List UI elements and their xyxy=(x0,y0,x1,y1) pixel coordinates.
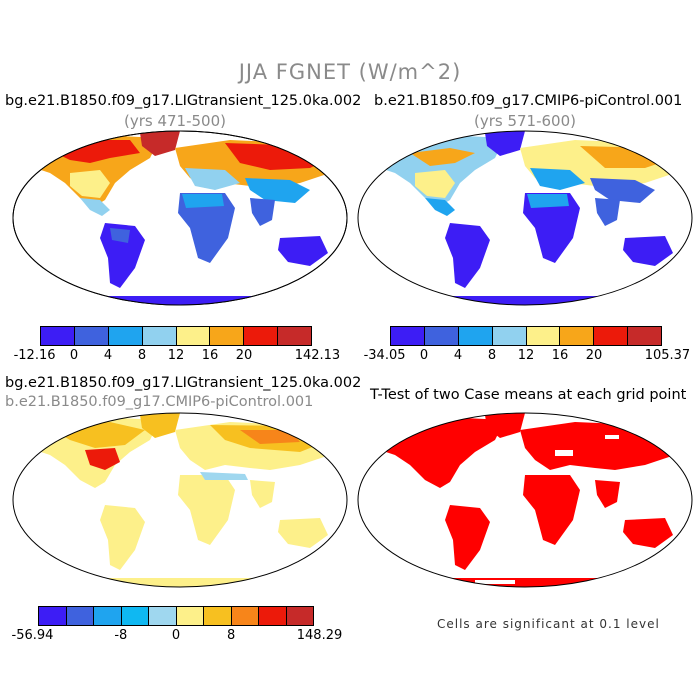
panel-2-subtitle: (yrs 571-600) xyxy=(473,112,576,130)
colorbar-swatch xyxy=(121,607,149,625)
colorbar-tick-label: 148.29 xyxy=(296,628,343,643)
figure-title: JJA FGNET (W/m^2) xyxy=(238,60,462,84)
colorbar-tick-label: -34.05 xyxy=(363,348,406,363)
colorbar-swatch xyxy=(66,607,94,625)
colorbar-swatch xyxy=(628,327,661,345)
colorbar-swatch xyxy=(594,327,629,345)
panel-3-subtitle: b.e21.B1850.f09_g17.CMIP6-piControl.001 xyxy=(5,394,314,410)
colorbar-tick-label: 12 xyxy=(517,348,535,363)
colorbar-swatch xyxy=(560,327,595,345)
colorbar-tick-label: 0 xyxy=(419,348,429,363)
colorbar-swatch xyxy=(176,327,211,345)
colorbar-tick-label: 4 xyxy=(453,348,463,363)
panel-2-colorbar xyxy=(390,326,662,346)
panel-2-title: b.e21.B1850.f09_g17.CMIP6-piControl.001 xyxy=(374,93,683,109)
colorbar-swatch xyxy=(41,327,75,345)
colorbar-swatch xyxy=(204,607,232,625)
colorbar-swatch xyxy=(142,327,177,345)
colorbar-swatch xyxy=(278,327,311,345)
colorbar-tick-label: 8 xyxy=(487,348,497,363)
panel-3-map xyxy=(12,412,348,588)
colorbar-tick-label: 0 xyxy=(69,348,79,363)
panel-3-title: bg.e21.B1850.f09_g17.LIGtransient_125.0k… xyxy=(5,375,362,391)
panel-2-map xyxy=(357,130,693,306)
colorbar-tick-label: -56.94 xyxy=(11,628,54,643)
panel-1-title: bg.e21.B1850.f09_g17.LIGtransient_125.0k… xyxy=(5,93,362,109)
colorbar-swatch xyxy=(231,607,259,625)
colorbar-swatch xyxy=(94,607,122,625)
colorbar-swatch xyxy=(526,327,561,345)
colorbar-tick-label: 8 xyxy=(227,628,236,643)
colorbar-swatch xyxy=(149,607,177,625)
panel-4-title: T-Test of two Case means at each grid po… xyxy=(370,387,687,403)
panel-1-map xyxy=(12,130,348,306)
colorbar-tick-label: 0 xyxy=(171,628,181,643)
colorbar-tick-label: 12 xyxy=(167,348,185,363)
colorbar-swatch xyxy=(286,607,313,625)
colorbar-tick-label: 105.37 xyxy=(644,348,691,363)
colorbar-swatch xyxy=(391,327,425,345)
colorbar-swatch xyxy=(176,607,204,625)
colorbar-tick-label: 16 xyxy=(201,348,219,363)
colorbar-swatch xyxy=(424,327,459,345)
colorbar-swatch xyxy=(39,607,67,625)
colorbar-swatch xyxy=(210,327,245,345)
colorbar-tick-label: 20 xyxy=(235,348,253,363)
panel-1-colorbar xyxy=(40,326,312,346)
colorbar-tick-label: -8 xyxy=(114,628,128,643)
panel-3-colorbar xyxy=(38,606,314,626)
colorbar-tick-label: 20 xyxy=(585,348,603,363)
colorbar-tick-label: 142.13 xyxy=(294,348,341,363)
significance-note: Cells are significant at 0.1 level xyxy=(437,617,660,631)
colorbar-swatch xyxy=(492,327,527,345)
colorbar-swatch xyxy=(108,327,143,345)
panel-4-map xyxy=(357,412,693,588)
colorbar-tick-label: -12.16 xyxy=(13,348,56,363)
colorbar-swatch xyxy=(244,327,279,345)
colorbar-tick-label: 16 xyxy=(551,348,569,363)
colorbar-swatch xyxy=(458,327,493,345)
colorbar-tick-label: 8 xyxy=(137,348,147,363)
colorbar-tick-label: 4 xyxy=(103,348,113,363)
panel-1-subtitle: (yrs 471-500) xyxy=(123,112,226,130)
colorbar-swatch xyxy=(259,607,287,625)
colorbar-swatch xyxy=(74,327,109,345)
